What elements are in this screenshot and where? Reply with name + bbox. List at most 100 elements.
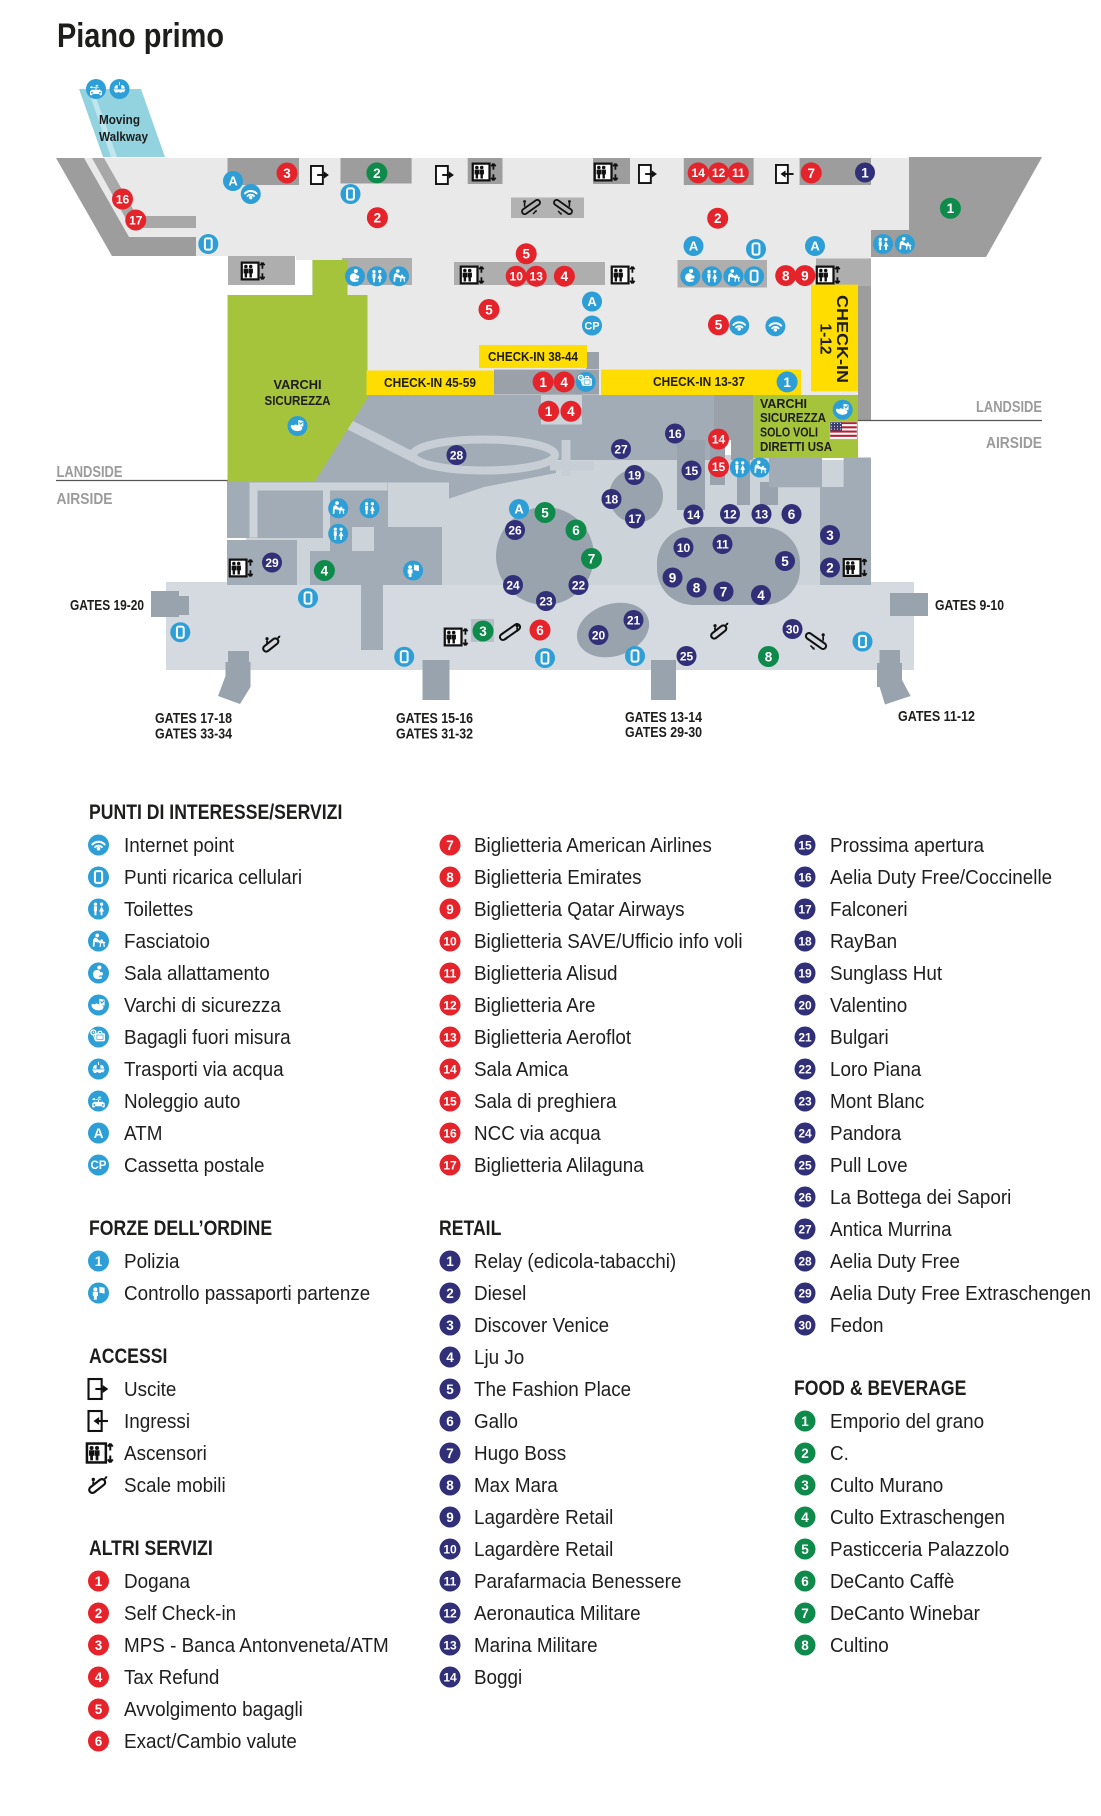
svg-text:Biglietteria Aeroflot: Biglietteria Aeroflot [474,1026,632,1049]
svg-text:The Fashion Place: The Fashion Place [474,1378,631,1401]
svg-text:6: 6 [95,1734,103,1749]
svg-text:20: 20 [798,998,812,1012]
svg-text:8: 8 [446,870,454,885]
svg-text:NCC via acqua: NCC via acqua [474,1122,601,1145]
svg-text:CHECK-IN 13-37: CHECK-IN 13-37 [653,374,745,389]
svg-text:22: 22 [572,578,586,592]
svg-text:6: 6 [788,507,796,522]
svg-text:16: 16 [443,1126,457,1140]
svg-text:8: 8 [801,1638,809,1653]
svg-text:Sala di preghiera: Sala di preghiera [474,1090,617,1113]
svg-text:22: 22 [798,1062,812,1076]
svg-text:10: 10 [443,1542,457,1556]
svg-text:Sala allattamento: Sala allattamento [124,962,270,985]
svg-text:4: 4 [561,269,569,284]
svg-text:7: 7 [720,584,728,599]
svg-text:12: 12 [723,507,737,521]
svg-text:14: 14 [712,432,726,446]
svg-text:10: 10 [510,270,524,284]
svg-text:Trasporti via acqua: Trasporti via acqua [124,1058,284,1081]
svg-text:Bagagli fuori misura: Bagagli fuori misura [124,1026,291,1049]
svg-text:17: 17 [628,512,642,526]
svg-text:RayBan: RayBan [830,930,897,953]
svg-text:GATES 17-18: GATES 17-18 [155,710,232,727]
svg-text:Marina Militare: Marina Militare [474,1634,598,1657]
svg-text:19: 19 [628,468,642,482]
svg-text:1: 1 [539,375,547,390]
svg-text:Uscite: Uscite [124,1378,176,1401]
svg-text:GATES 19-20: GATES 19-20 [70,597,144,614]
svg-text:Culto Murano: Culto Murano [830,1474,943,1497]
svg-text:3: 3 [479,624,487,639]
svg-text:Scale mobili: Scale mobili [124,1474,226,1497]
svg-text:3: 3 [826,528,834,543]
svg-text:La Bottega dei Sapori: La Bottega dei Sapori [830,1186,1011,1209]
svg-text:CHECK-IN1-12: CHECK-IN1-12 [817,295,851,383]
svg-text:1: 1 [95,1254,103,1269]
svg-text:LANDSIDE: LANDSIDE [57,464,123,481]
svg-text:11: 11 [716,537,729,551]
svg-text:20: 20 [592,628,606,642]
svg-text:FORZE DELL’ORDINE: FORZE DELL’ORDINE [89,1216,272,1240]
svg-text:2: 2 [714,211,722,226]
svg-text:Biglietteria Alilaguna: Biglietteria Alilaguna [474,1154,644,1177]
svg-text:Sunglass Hut: Sunglass Hut [830,962,943,985]
svg-text:9: 9 [801,269,809,284]
svg-text:1: 1 [545,404,553,419]
svg-text:Walkway: Walkway [99,129,149,144]
svg-text:8: 8 [446,1478,454,1493]
svg-text:9: 9 [446,902,454,917]
svg-text:Lagardère Retail: Lagardère Retail [474,1538,613,1561]
svg-text:Emporio del grano: Emporio del grano [830,1410,984,1433]
svg-text:3: 3 [95,1638,103,1653]
svg-text:4: 4 [801,1510,809,1525]
svg-text:DeCanto Caffè: DeCanto Caffè [830,1570,954,1593]
svg-text:2: 2 [95,1606,103,1621]
svg-text:Toilettes: Toilettes [124,898,193,921]
svg-text:Ingressi: Ingressi [124,1410,190,1433]
svg-text:Aelia Duty Free/Coccinelle: Aelia Duty Free/Coccinelle [830,866,1052,889]
svg-text:DeCanto Winebar: DeCanto Winebar [830,1602,980,1625]
svg-text:GATES 33-34: GATES 33-34 [155,726,233,743]
svg-text:1: 1 [947,201,955,216]
svg-text:Avvolgimento bagagli: Avvolgimento bagagli [124,1698,303,1721]
svg-text:25: 25 [798,1158,812,1172]
svg-text:4: 4 [560,375,568,390]
svg-text:Exact/Cambio valute: Exact/Cambio valute [124,1730,297,1753]
svg-text:Piano primo: Piano primo [57,17,224,55]
svg-text:Discover Venice: Discover Venice [474,1314,609,1337]
svg-text:Culto Extraschengen: Culto Extraschengen [830,1506,1005,1529]
svg-text:PUNTI DI INTERESSE/SERVIZI: PUNTI DI INTERESSE/SERVIZI [89,800,342,824]
svg-text:14: 14 [443,1670,457,1684]
svg-text:Controllo passaporti partenze: Controllo passaporti partenze [124,1282,370,1305]
svg-text:15: 15 [798,838,812,852]
svg-text:4: 4 [567,404,575,419]
svg-text:11: 11 [732,166,745,180]
svg-text:Pull Love: Pull Love [830,1154,908,1177]
svg-text:Pandora: Pandora [830,1122,901,1145]
svg-text:1: 1 [95,1574,103,1589]
svg-text:9: 9 [669,570,677,585]
svg-text:GATES 9-10: GATES 9-10 [935,597,1004,614]
svg-text:17: 17 [129,213,143,227]
svg-text:7: 7 [446,838,454,853]
svg-text:GATES 11-12: GATES 11-12 [898,708,975,725]
svg-text:Biglietteria SAVE/Ufficio info: Biglietteria SAVE/Ufficio info voli [474,930,743,953]
svg-text:21: 21 [627,613,641,627]
svg-text:Dogana: Dogana [124,1570,190,1593]
svg-text:25: 25 [680,649,694,663]
svg-text:5: 5 [801,1542,809,1557]
svg-text:ATM: ATM [124,1122,162,1145]
svg-text:Bulgari: Bulgari [830,1026,889,1049]
svg-text:16: 16 [116,192,130,206]
svg-text:AIRSIDE: AIRSIDE [986,435,1042,452]
svg-text:19: 19 [798,966,812,980]
svg-text:18: 18 [798,934,812,948]
svg-text:AIRSIDE: AIRSIDE [57,491,113,508]
svg-text:10: 10 [443,934,457,948]
svg-text:Fasciatoio: Fasciatoio [124,930,210,953]
svg-text:3: 3 [446,1318,454,1333]
svg-text:17: 17 [443,1158,457,1172]
svg-text:RETAIL: RETAIL [439,1216,501,1240]
svg-text:15: 15 [712,460,726,474]
